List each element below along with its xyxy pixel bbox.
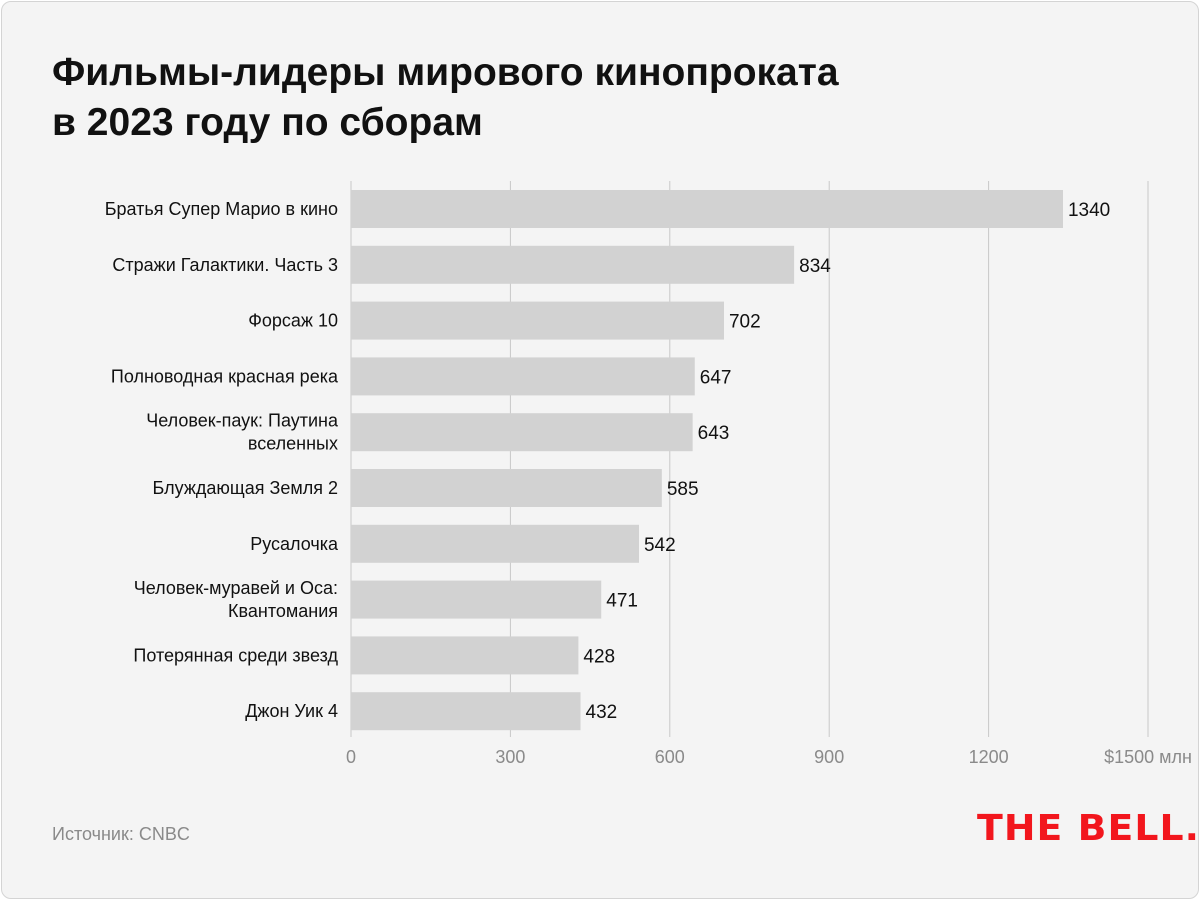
bar xyxy=(351,580,602,619)
bar-chart: 0 300 600 900 1200 $1500 млн 1340 Братья Супер … xyxy=(105,181,1192,767)
category-label: Русалочка xyxy=(250,534,339,554)
x-tick-label: 600 xyxy=(655,747,685,767)
bar xyxy=(351,357,695,396)
category-label: Человек-паук: Паутина xyxy=(146,411,339,431)
source-note: Источник: CNBC xyxy=(52,824,190,844)
value-label: 585 xyxy=(667,479,699,500)
value-label: 428 xyxy=(583,646,615,667)
title-line-1: Фильмы-лидеры мирового кинопроката xyxy=(52,51,839,94)
value-label: 471 xyxy=(606,591,638,612)
value-label: 432 xyxy=(586,702,618,723)
x-tick-label: 0 xyxy=(346,747,356,767)
bar xyxy=(351,469,662,507)
value-label: 643 xyxy=(698,423,730,444)
bar xyxy=(351,524,639,563)
bar xyxy=(351,413,693,452)
category-label: Полноводная красная река xyxy=(111,366,339,386)
the-bell-logo: THE BELL. xyxy=(977,808,1200,849)
x-tick-label: 300 xyxy=(495,747,525,767)
chart-title: Фильмы-лидеры мирового кинопроката в 202… xyxy=(52,48,839,148)
category-label: вселенных xyxy=(248,434,338,454)
value-label: 647 xyxy=(700,367,732,388)
bar xyxy=(351,190,1063,228)
category-label: Стражи Галактики. Часть 3 xyxy=(112,255,338,275)
value-label: 834 xyxy=(799,256,831,277)
x-tick-label: 1200 xyxy=(969,747,1009,767)
bar xyxy=(351,636,579,675)
category-label: Форсаж 10 xyxy=(248,311,338,331)
category-label: Джон Уик 4 xyxy=(245,701,338,721)
bar xyxy=(351,245,795,284)
title-line-2: в 2023 году по сборам xyxy=(52,101,483,144)
bar xyxy=(351,301,724,340)
category-label: Блуждающая Земля 2 xyxy=(153,478,338,498)
category-label: Квантомания xyxy=(228,601,338,621)
x-tick-label: 900 xyxy=(814,747,844,767)
category-label: Потерянная среди звезд xyxy=(133,645,338,665)
value-label: 542 xyxy=(644,535,676,556)
value-label: 702 xyxy=(729,312,761,333)
category-label: Братья Супер Марио в кино xyxy=(105,199,338,219)
category-label: Человек-муравей и Оса: xyxy=(134,578,338,598)
x-tick-label: $1500 млн xyxy=(1104,747,1192,767)
value-label: 1340 xyxy=(1068,200,1110,221)
bar xyxy=(351,692,581,731)
